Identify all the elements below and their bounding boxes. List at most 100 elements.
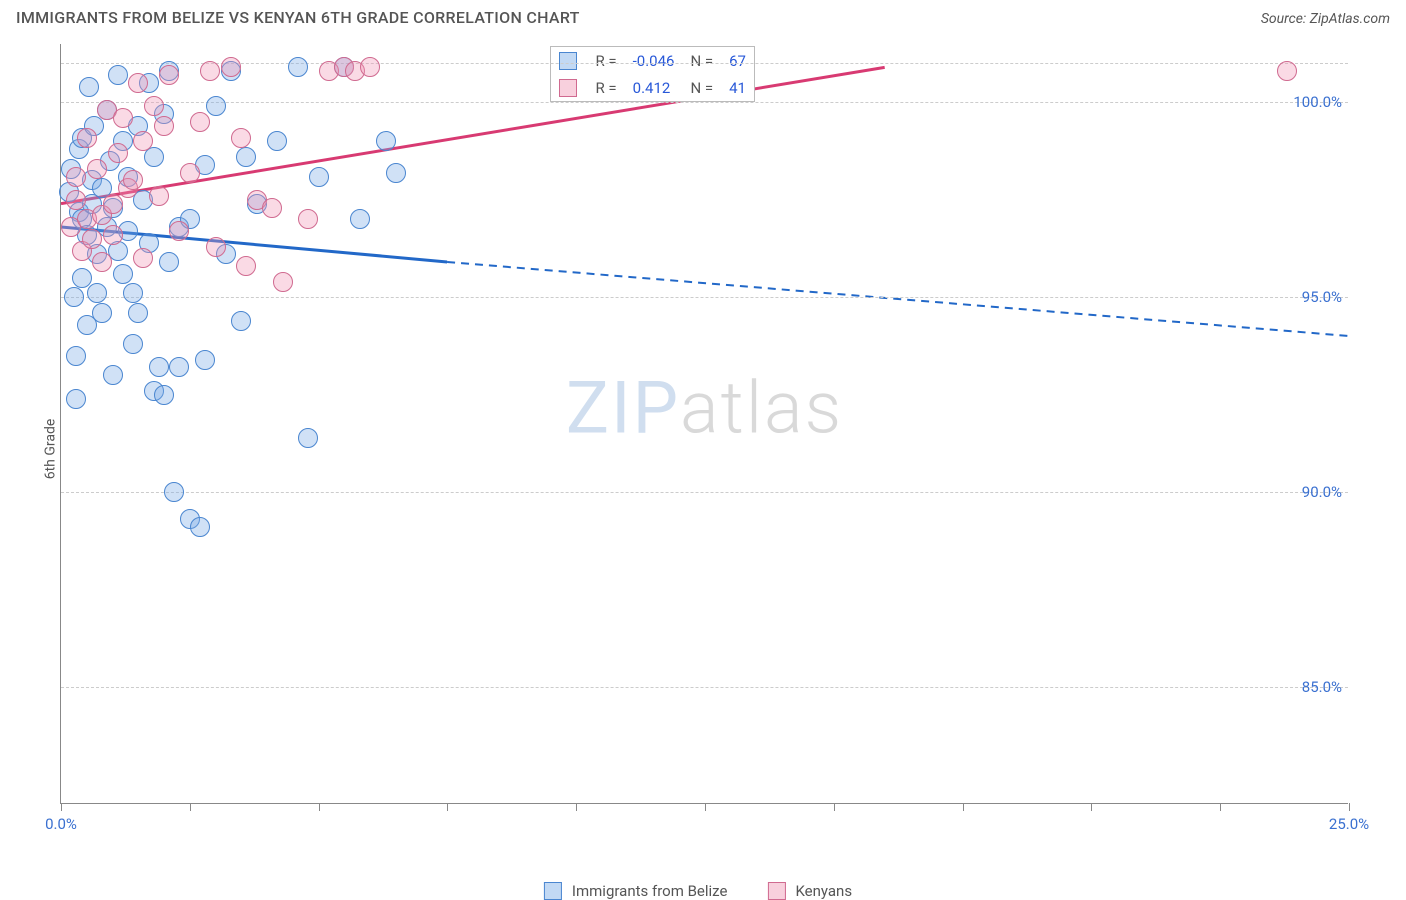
data-point-kenyans [190,112,210,132]
chart-title: IMMIGRANTS FROM BELIZE VS KENYAN 6TH GRA… [16,8,580,27]
legend-row-kenyans: R = 0.412 N = 41 [551,74,754,101]
y-tick-label: 95.0% [1302,288,1342,306]
x-tick-label: 25.0% [1329,815,1369,833]
n-value-belize: 67 [721,47,754,74]
chart-container: 6th Grade ZIPatlas R = -0.046 N = 67 R =… [48,44,1348,854]
y-tick-label: 100.0% [1293,93,1342,111]
data-point-belize [190,517,210,537]
data-point-kenyans [149,186,169,206]
chart-source: Source: ZipAtlas.com [1261,11,1390,27]
data-point-kenyans [92,252,112,272]
x-tick [1091,803,1092,811]
legend-item-kenyans: Kenyans [767,882,852,900]
r-label: R = [587,74,624,101]
data-point-belize [123,334,143,354]
data-point-kenyans [77,128,97,148]
swatch-belize-icon [544,882,562,900]
x-tick [447,803,448,811]
data-point-kenyans [298,209,318,229]
data-point-belize [267,131,287,151]
data-point-belize [376,131,396,151]
data-point-belize [72,268,92,288]
data-point-belize [154,385,174,405]
data-point-kenyans [87,159,107,179]
data-point-belize [169,357,189,377]
r-value-kenyans: 0.412 [625,74,683,101]
data-point-kenyans [200,61,220,81]
data-point-belize [298,428,318,448]
x-tick [1220,803,1221,811]
data-point-belize [108,65,128,85]
gridline [61,297,1348,298]
y-axis-label: 6th Grade [42,419,58,480]
data-point-belize [309,167,329,187]
data-point-belize [66,346,86,366]
x-tick [963,803,964,811]
data-point-kenyans [108,143,128,163]
data-point-kenyans [113,108,133,128]
data-point-kenyans [128,73,148,93]
n-value-kenyans: 41 [721,74,754,101]
data-point-kenyans [206,237,226,257]
data-point-kenyans [262,198,282,218]
data-point-belize [113,264,133,284]
data-point-kenyans [236,256,256,276]
correlation-legend: R = -0.046 N = 67 R = 0.412 N = 41 [550,46,755,102]
data-point-belize [149,357,169,377]
data-point-belize [159,252,179,272]
data-point-belize [206,96,226,116]
x-tick [576,803,577,811]
n-label: N = [682,47,721,74]
n-label: N = [682,74,721,101]
data-point-kenyans [133,131,153,151]
data-point-kenyans [154,116,174,136]
data-point-belize [195,350,215,370]
legend-row-belize: R = -0.046 N = 67 [551,47,754,74]
source-prefix: Source: [1261,11,1310,27]
data-point-belize [79,77,99,97]
data-point-kenyans [231,128,251,148]
gridline [61,687,1348,688]
gridline [61,492,1348,493]
legend-label-kenyans: Kenyans [795,882,852,900]
watermark-atlas: atlas [680,366,843,451]
data-point-kenyans [1277,61,1297,81]
y-tick-label: 85.0% [1302,678,1342,696]
data-point-belize [123,283,143,303]
data-point-kenyans [159,65,179,85]
r-value-belize: -0.046 [625,47,683,74]
data-point-kenyans [144,96,164,116]
data-point-belize [164,482,184,502]
data-point-kenyans [66,167,86,187]
source-name: ZipAtlas.com [1310,11,1390,27]
data-point-belize [87,283,107,303]
data-point-belize [64,287,84,307]
gridline [61,63,1348,64]
swatch-belize [551,47,587,74]
x-tick [834,803,835,811]
data-point-kenyans [169,221,189,241]
series-legend: Immigrants from Belize Kenyans [544,882,852,900]
watermark: ZIPatlas [566,366,843,451]
gridline [61,102,1348,103]
data-point-belize [288,57,308,77]
data-point-kenyans [180,163,200,183]
data-point-kenyans [82,229,102,249]
plot-area: ZIPatlas R = -0.046 N = 67 R = 0.412 N =… [60,44,1348,804]
y-tick-label: 90.0% [1302,483,1342,501]
data-point-kenyans [133,248,153,268]
data-point-kenyans [360,57,380,77]
data-point-kenyans [103,225,123,245]
watermark-zip: ZIP [566,366,680,451]
x-tick [61,803,62,811]
data-point-belize [386,163,406,183]
data-point-kenyans [103,194,123,214]
x-tick-label: 0.0% [45,815,77,833]
swatch-kenyans-icon [767,882,785,900]
data-point-kenyans [123,170,143,190]
r-label: R = [587,47,624,74]
data-point-kenyans [221,57,241,77]
data-point-belize [128,303,148,323]
x-tick [705,803,706,811]
data-point-belize [236,147,256,167]
